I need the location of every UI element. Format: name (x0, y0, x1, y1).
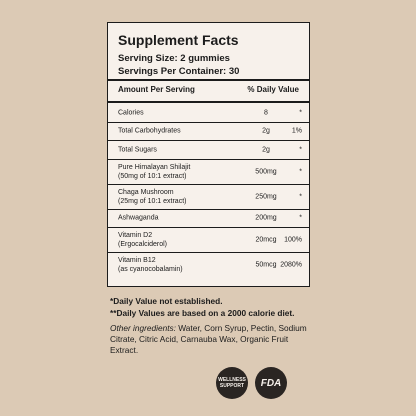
nutrient-name-cell: Vitamin D2 (Ergocalciderol) (118, 231, 167, 249)
nutrient-name: Total Carbohydrates (118, 127, 181, 135)
footnote: **Daily Values are based on a 2000 calor… (110, 308, 295, 318)
other-ingredients: Other ingredients: Water, Corn Syrup, Pe… (110, 323, 310, 356)
daily-value: 100% (284, 236, 302, 244)
nutrient-name-cell: Vitamin B12 (as cyanocobalamin) (118, 256, 183, 274)
daily-value: * (299, 193, 302, 200)
nutrient-name: Total Sugars (118, 146, 157, 154)
amount: 200mg (255, 214, 277, 222)
header-row: Amount Per Serving % Daily Value (118, 85, 299, 94)
nutrient-row: Pure Himalayan Shilajit (50mg of 10:1 ext… (108, 160, 309, 185)
nutrient-detail: (25mg of 10:1 extract) (118, 197, 187, 205)
badge: FDA (255, 367, 287, 399)
nutrient-row: Ashwaganda 200mg * (108, 210, 309, 228)
nutrient-name: Chaga Mushroom (118, 188, 174, 196)
footnote: *Daily Value not established. (110, 296, 223, 306)
badge: WELLNESS SUPPORT (216, 367, 248, 399)
divider (108, 101, 309, 103)
nutrient-name-cell: Total Sugars (118, 145, 157, 154)
amount: 50mcg (255, 261, 277, 269)
daily-value: 1% (291, 127, 302, 135)
amount: 20mcg (255, 236, 277, 244)
nutrient-row: Vitamin D2 (Ergocalciderol) 20mcg 100% (108, 228, 309, 253)
servings-per-container: Servings Per Container: 30 (118, 66, 240, 77)
nutrient-rows: Calories 8 * Total Carbohydrates 2g 1% Total S… (108, 104, 309, 277)
footnotes: *Daily Value not established. **Daily Va… (110, 295, 294, 319)
divider (108, 79, 309, 81)
amount: 8 (264, 109, 268, 117)
nutrient-row: Total Carbohydrates 2g 1% (108, 123, 309, 141)
daily-value: * (299, 168, 302, 175)
nutrient-row: Calories 8 * (108, 104, 309, 123)
nutrient-name: Pure Himalayan Shilajit (118, 163, 191, 171)
amount-header: Amount Per Serving (118, 85, 195, 94)
nutrient-detail: (as cyanocobalamin) (118, 266, 183, 273)
daily-value: * (299, 214, 302, 222)
nutrient-row: Vitamin B12 (as cyanocobalamin) 50mcg 2080% (108, 253, 309, 277)
nutrient-name-cell: Pure Himalayan Shilajit (50mg of 10:1 ext… (118, 163, 190, 181)
badge-text: WELLNESS SUPPORT (218, 377, 246, 389)
amount: 2g (262, 146, 270, 154)
daily-value: * (299, 109, 302, 117)
title: Supplement Facts (118, 32, 239, 48)
nutrient-name-cell: Calories (118, 108, 144, 117)
facts-panel: Supplement Facts Serving Size: 2 gummies… (107, 22, 310, 287)
nutrient-name-cell: Ashwaganda (118, 214, 158, 223)
amount: 250mg (255, 193, 277, 200)
ingredients-label: Other ingredients: (110, 323, 176, 333)
nutrient-row: Chaga Mushroom (25mg of 10:1 extract) 250m… (108, 185, 309, 210)
dv-header: % Daily Value (247, 85, 299, 94)
nutrient-name-cell: Chaga Mushroom (25mg of 10:1 extract) (118, 188, 186, 206)
serving-size: Serving Size: 2 gummies (118, 53, 230, 64)
nutrient-name: Vitamin B12 (118, 257, 156, 264)
daily-value: 2080% (280, 261, 302, 269)
nutrient-name-cell: Total Carbohydrates (118, 127, 181, 136)
nutrient-detail: (Ergocalciderol) (118, 241, 168, 248)
daily-value: * (299, 146, 302, 154)
nutrient-name: Vitamin D2 (118, 232, 153, 239)
nutrient-row: Total Sugars 2g * (108, 141, 309, 160)
amount: 500mg (255, 168, 277, 175)
nutrient-detail: (50mg of 10:1 extract) (118, 172, 187, 180)
amount: 2g (262, 127, 270, 135)
nutrient-name: Ashwaganda (118, 214, 159, 222)
badge-text: FDA (260, 377, 282, 389)
nutrient-name: Calories (118, 109, 144, 117)
ingredients-text: Water, Corn Syrup, Pectin, Sodium Citrat… (110, 323, 307, 355)
